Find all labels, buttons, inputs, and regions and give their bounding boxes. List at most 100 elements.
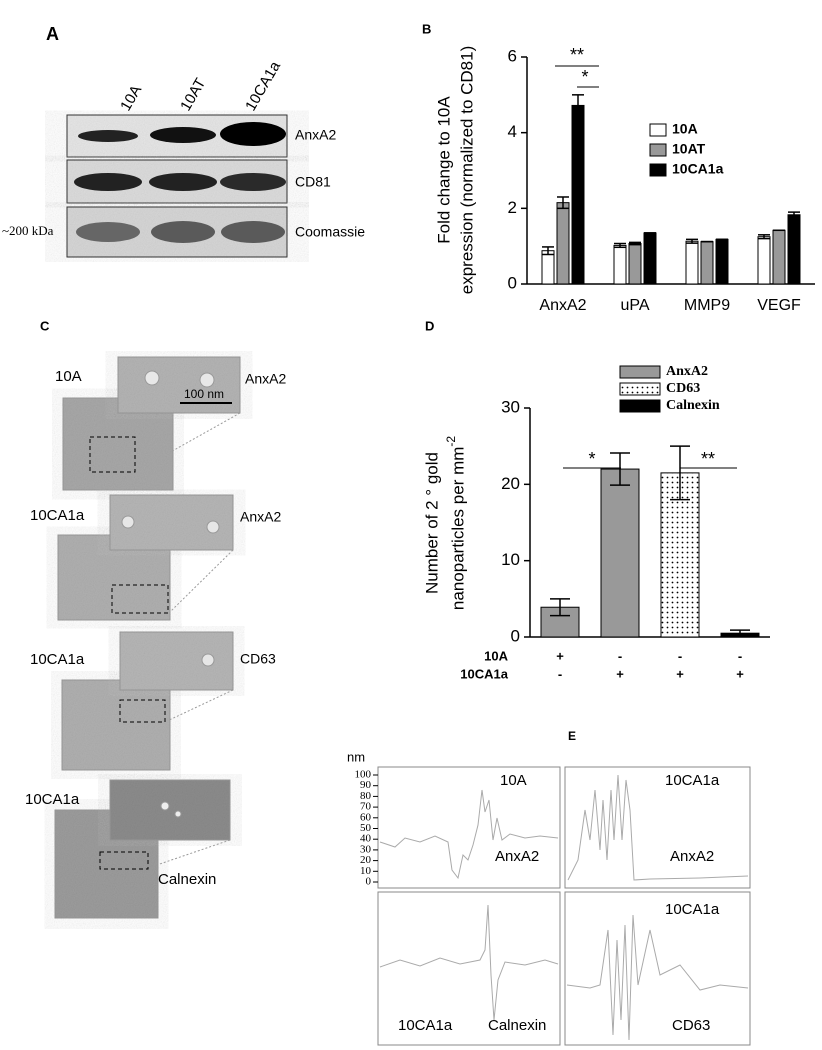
condition-label: 10CA1a [460,666,508,681]
y-tick-label: 2 [508,198,517,217]
lane-label: 10A [117,82,145,114]
bar [643,232,657,285]
bar [772,229,786,285]
legend-swatch [619,382,661,396]
condition-sign: - [678,648,682,663]
y-tick-label: 70 [360,801,372,813]
condition-sign: - [558,666,562,681]
cell-label: 10CA1a [665,901,720,918]
y-tick-label: 80 [360,790,372,802]
error-bar [610,452,630,486]
legend-swatch [619,399,661,413]
condition-sign: - [618,648,622,663]
panel-letter: D [425,318,434,333]
condition-sign: + [616,666,624,681]
profile-trace [379,774,749,1041]
bar [628,243,642,285]
significance-label: * [581,67,588,87]
legend-label: 10A [672,121,698,137]
x-tick-label: uPA [620,297,649,314]
y-tick-label: 0 [508,273,517,292]
error-bar [788,211,800,219]
y-tick-label: 90 [360,779,372,791]
bar [600,468,640,638]
scale-label: 100 nm [184,387,224,401]
condition-sign: + [676,666,684,681]
significance-label: ** [701,449,715,469]
y-tick-label: 30 [360,843,372,855]
row-label: AnxA2 [295,127,336,143]
y-tick-label: 40 [360,833,372,845]
legend-label: Calnexin [666,398,720,413]
y-tick-label: 20 [360,854,372,866]
legend-label: CD63 [666,381,700,396]
cell-label: 10CA1a [665,772,720,789]
y-axis-label: expression (normalized to CD81) [457,46,476,295]
cell-label: 10CA1a [30,651,85,668]
bar [571,104,585,285]
condition-sign: - [738,648,742,663]
error-bar [614,242,626,249]
legend-label: 10CA1a [672,161,724,177]
condition-sign: + [736,666,744,681]
profile-frame [377,766,751,1046]
y-tick-label: 0 [511,626,520,645]
error-bar [550,598,570,617]
marker-label: AnxA2 [245,371,286,387]
x-tick-label: MMP9 [684,297,730,314]
blot [66,114,288,258]
y-axis-label-superscript: -2 [444,436,458,447]
marker-label: CD63 [672,1017,710,1034]
x-tick-label: VEGF [757,297,801,314]
condition-label: 10A [484,648,508,663]
y-tick-label: 4 [508,122,517,141]
y-tick-label: 20 [501,474,520,493]
panel-letter: A [46,24,59,44]
bar [715,238,729,285]
y-tick-label: 50 [360,822,372,834]
x-tick-label: AnxA2 [539,297,586,314]
bar [700,241,714,285]
y-axis-label: nanoparticles per mm-2 [444,436,467,610]
marker-label: Calnexin [488,1017,546,1034]
legend-swatch [649,123,667,137]
cell-label: 10CA1a [30,507,85,524]
row-label: CD81 [295,174,331,190]
legend-swatch [619,365,661,379]
panel-letter: B [422,21,431,36]
bar [685,240,699,285]
y-tick-label: 30 [501,397,520,416]
marker-label: AnxA2 [670,848,714,865]
y-tick-label: 10 [501,550,520,569]
panel-letter: E [568,729,576,743]
afm-image [54,356,241,919]
bar [541,250,555,285]
y-axis-label: Number of 2 ° gold [422,452,441,594]
y-axis-label: Fold change to 10A [434,96,453,244]
row-label: Coomassie [295,224,365,240]
marker-label: CD63 [240,651,276,667]
legend-swatch [649,143,667,157]
significance-label: * [588,449,595,469]
error-bar [557,196,569,210]
error-bar [572,94,584,117]
bar [757,236,771,285]
legend-label: AnxA2 [666,364,708,379]
cell-label: 10CA1a [25,791,80,808]
cell-label: 10CA1a [398,1017,453,1034]
lane-label: 10CA1a [242,58,284,114]
marker-label: Calnexin [158,871,216,888]
condition-sign: + [556,648,564,663]
legend-label: 10AT [672,141,706,157]
error-bar [670,445,690,501]
y-tick-label: 100 [355,769,372,781]
marker-label: AnxA2 [240,509,281,525]
cell-label: 10A [55,368,82,385]
error-bar [758,234,770,240]
lane-label: 10AT [177,75,209,114]
error-bar [730,629,750,637]
cell-label: 10A [500,772,527,789]
significance-label: ** [570,45,584,65]
y-tick-label: 10 [360,865,372,877]
